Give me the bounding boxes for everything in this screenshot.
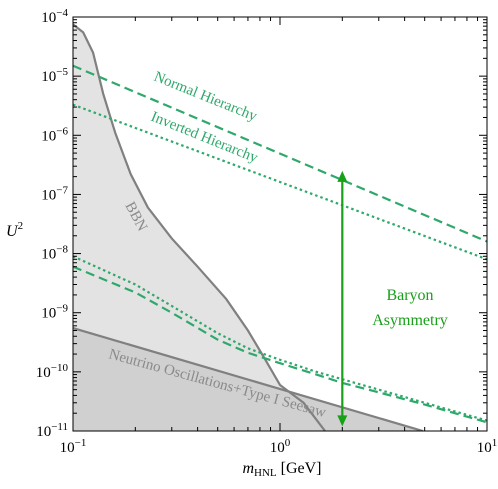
x-axis-label: mHNL [GeV] — [242, 460, 321, 479]
y-tick-label: 10−5 — [41, 66, 68, 85]
lower-bound-line-2 — [73, 265, 487, 424]
baryon-arrow — [337, 170, 348, 427]
y-tick-label: 10−10 — [36, 362, 69, 381]
bbn-boundary — [73, 23, 326, 431]
normal-hierarchy-line — [73, 64, 487, 243]
y-tick-label: 10−9 — [41, 303, 68, 322]
axis-ticks: 10−1 100 101 10−4 10−5 10−6 10−7 10−8 10−9 10−10 1… — [36, 7, 497, 456]
bbn-region — [73, 24, 326, 431]
lower-bound-line-3 — [73, 255, 487, 422]
x-tick-label: 10−1 — [60, 437, 87, 456]
seesaw-boundary — [73, 327, 424, 431]
x-tick-label: 100 — [270, 437, 291, 456]
arrow-head-bottom — [337, 415, 348, 427]
svg-text:mHNL [GeV]: mHNL [GeV] — [242, 460, 321, 479]
baryon-label-line2: Asymmetry — [372, 312, 448, 329]
y-tick-label: 10−4 — [41, 7, 68, 26]
inverted-hierarchy-line — [73, 103, 487, 261]
x-tick-label: 101 — [477, 437, 498, 456]
y-tick-label: 10−7 — [41, 184, 68, 203]
y-axis-label: U2 — [6, 220, 23, 240]
y-tick-label: 10−6 — [41, 125, 68, 144]
curves — [73, 64, 487, 424]
arrow-head-top — [337, 170, 348, 182]
shaded-regions — [73, 23, 424, 431]
baryon-label-line1: Baryon — [386, 287, 433, 304]
y-tick-label: 10−11 — [36, 421, 68, 440]
svg-text:U2: U2 — [6, 220, 23, 240]
y-tick-label: 10−8 — [41, 244, 68, 263]
